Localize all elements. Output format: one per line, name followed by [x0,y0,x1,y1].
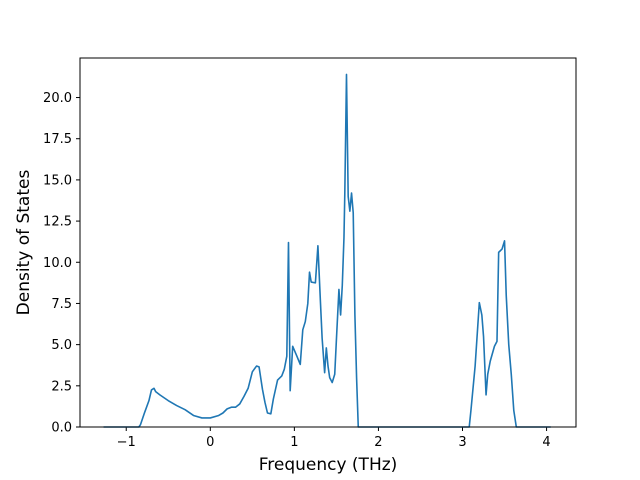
plot-frame [79,57,577,428]
x-tick-label: 3 [458,435,466,450]
y-tick-label: 10.0 [43,256,72,271]
y-tick-label: 2.5 [51,379,72,394]
y-axis-title: Density of States [14,170,34,316]
y-tick-label: 7.5 [51,297,72,312]
y-tick-label: 20.0 [43,91,72,106]
y-tick-label: 12.5 [43,215,72,230]
dos-line [103,73,551,428]
y-tick-label: 15.0 [43,173,72,188]
y-tick-label: 17.5 [43,132,72,147]
x-tick-label: 0 [206,435,214,450]
x-tick-label: 2 [374,435,382,450]
x-tick-label: 4 [542,435,550,450]
x-axis-title: Frequency (THz) [259,455,398,475]
plot-series [103,73,551,428]
x-tick-label: 1 [290,435,298,450]
x-axis-ticks: −1 0 1 2 3 4 [117,427,551,450]
y-tick-label: 0.0 [51,421,72,436]
x-tick-label: −1 [117,435,136,450]
y-tick-label: 5.0 [51,338,72,353]
y-axis-ticks: 0.0 2.5 5.0 7.5 10.0 12.5 15.0 17.5 20.0 [43,91,80,436]
